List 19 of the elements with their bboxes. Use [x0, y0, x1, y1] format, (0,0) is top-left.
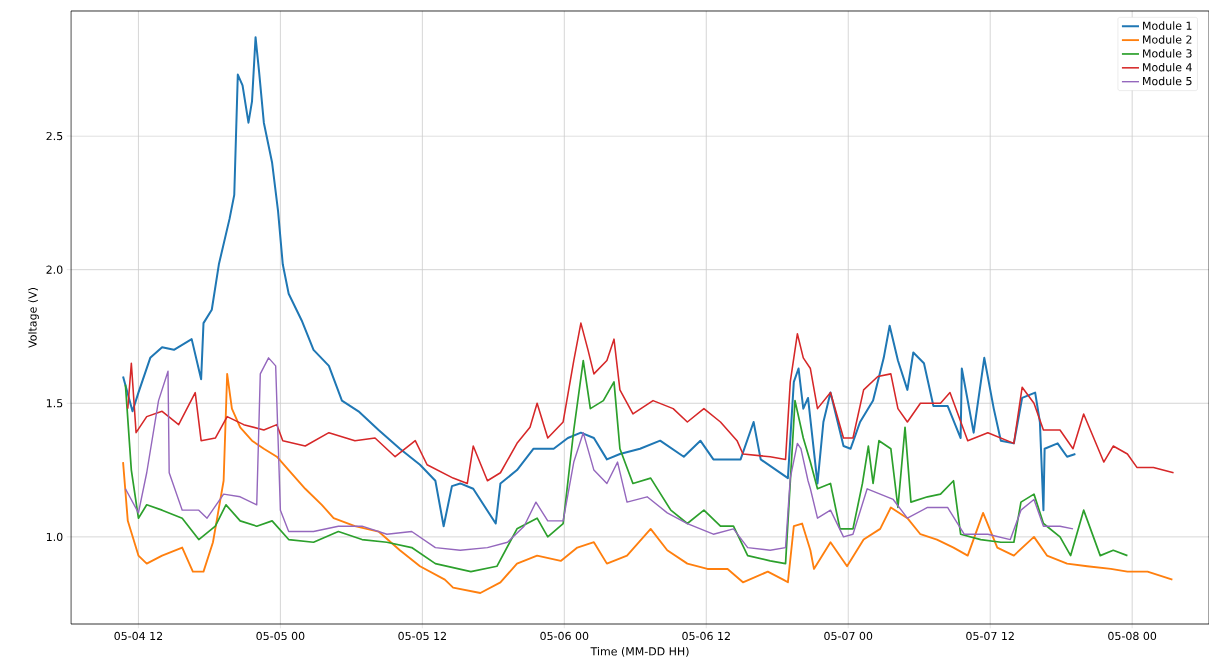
y-axis-title: Voltage (V) — [28, 288, 39, 348]
legend-label: Module 3 — [1143, 49, 1192, 58]
legend-label: Module 1 — [1143, 21, 1192, 30]
x-tick-label: 05-06 00 — [540, 631, 589, 641]
x-tick-label: 05-07 00 — [824, 631, 873, 641]
x-tick-label: 05-04 12 — [114, 631, 163, 641]
x-tick-label: 05-06 12 — [682, 631, 730, 641]
x-tick-label: 05-08 00 — [1108, 631, 1157, 641]
y-tick-label: 1.0 — [46, 532, 63, 542]
x-tick-label: 05-05 00 — [256, 631, 305, 641]
legend-label: Module 4 — [1143, 62, 1192, 72]
legend-label: Module 5 — [1143, 76, 1192, 86]
y-tick-label: 1.5 — [46, 399, 63, 408]
legend-label: Module 2 — [1143, 35, 1192, 44]
x-tick-label: 05-07 12 — [966, 631, 1014, 641]
y-tick-label: 2.0 — [46, 265, 63, 274]
x-axis-title: Time (MM-DD HH) — [590, 646, 689, 657]
y-tick-label: 2.5 — [46, 131, 63, 141]
x-tick-label: 05-05 12 — [398, 631, 446, 641]
